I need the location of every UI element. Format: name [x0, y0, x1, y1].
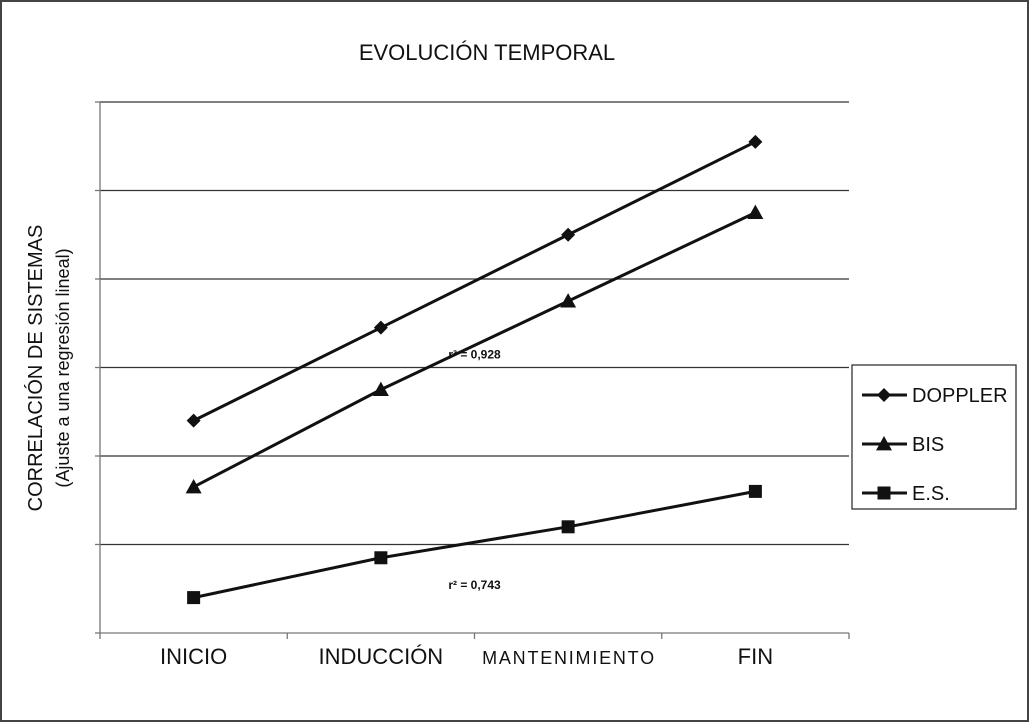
legend-entry: E.S.: [862, 483, 950, 505]
axis-layer: INICIO INDUCCIÓN MANTENIMIENTO FIN: [95, 101, 850, 669]
legend-marker: [877, 486, 891, 500]
chart-title: EVOLUCIÓN TEMPORAL: [359, 40, 615, 65]
regression-annotation: r² = 0,928: [448, 348, 501, 362]
data-point: [748, 134, 763, 149]
data-point: [747, 204, 764, 220]
legend-marker: [877, 388, 891, 402]
x-tick-label: INDUCCIÓN: [319, 644, 444, 669]
legend: DOPPLER BIS E.S.: [851, 364, 1017, 510]
legend-label: BIS: [912, 434, 944, 456]
legend-label: DOPPLER: [912, 385, 1008, 407]
series-line: [192, 211, 757, 489]
y-axis-label-group: CORRELACIÓN DE SISTEMAS (Ajuste a una re…: [24, 225, 73, 512]
annotation-layer: r² = 0,928 r² = 0,743: [448, 348, 501, 592]
grid-layer: [100, 101, 849, 546]
data-point: [372, 381, 389, 397]
series-bis: [185, 204, 764, 494]
data-point: [561, 227, 576, 242]
data-point: [186, 413, 201, 428]
data-point: [187, 591, 201, 605]
x-tick-label: MANTENIMIENTO: [482, 648, 654, 668]
data-point: [748, 484, 762, 498]
series-line: [192, 140, 757, 422]
legend-entry: DOPPLER: [862, 385, 1008, 407]
series-layer: [185, 134, 764, 605]
regression-annotation: r² = 0,743: [448, 578, 501, 592]
legend-label: E.S.: [912, 483, 950, 505]
y-axis-label: CORRELACIÓN DE SISTEMAS: [24, 225, 47, 512]
legend-box: [851, 364, 1017, 510]
legend-entry: BIS: [862, 434, 944, 456]
y-axis-sublabel: (Ajuste a una regresión lineal): [53, 248, 73, 487]
data-point: [185, 478, 202, 494]
x-tick-label: INICIO: [160, 644, 227, 669]
data-point: [374, 551, 388, 565]
legend-marker: [876, 436, 892, 451]
data-point: [373, 320, 388, 335]
series-line: [193, 489, 756, 600]
x-tick-label: FIN: [738, 644, 773, 669]
series-doppler: [186, 134, 763, 428]
data-point: [560, 293, 577, 308]
data-point: [561, 520, 575, 534]
series-e-s-: [187, 484, 762, 605]
